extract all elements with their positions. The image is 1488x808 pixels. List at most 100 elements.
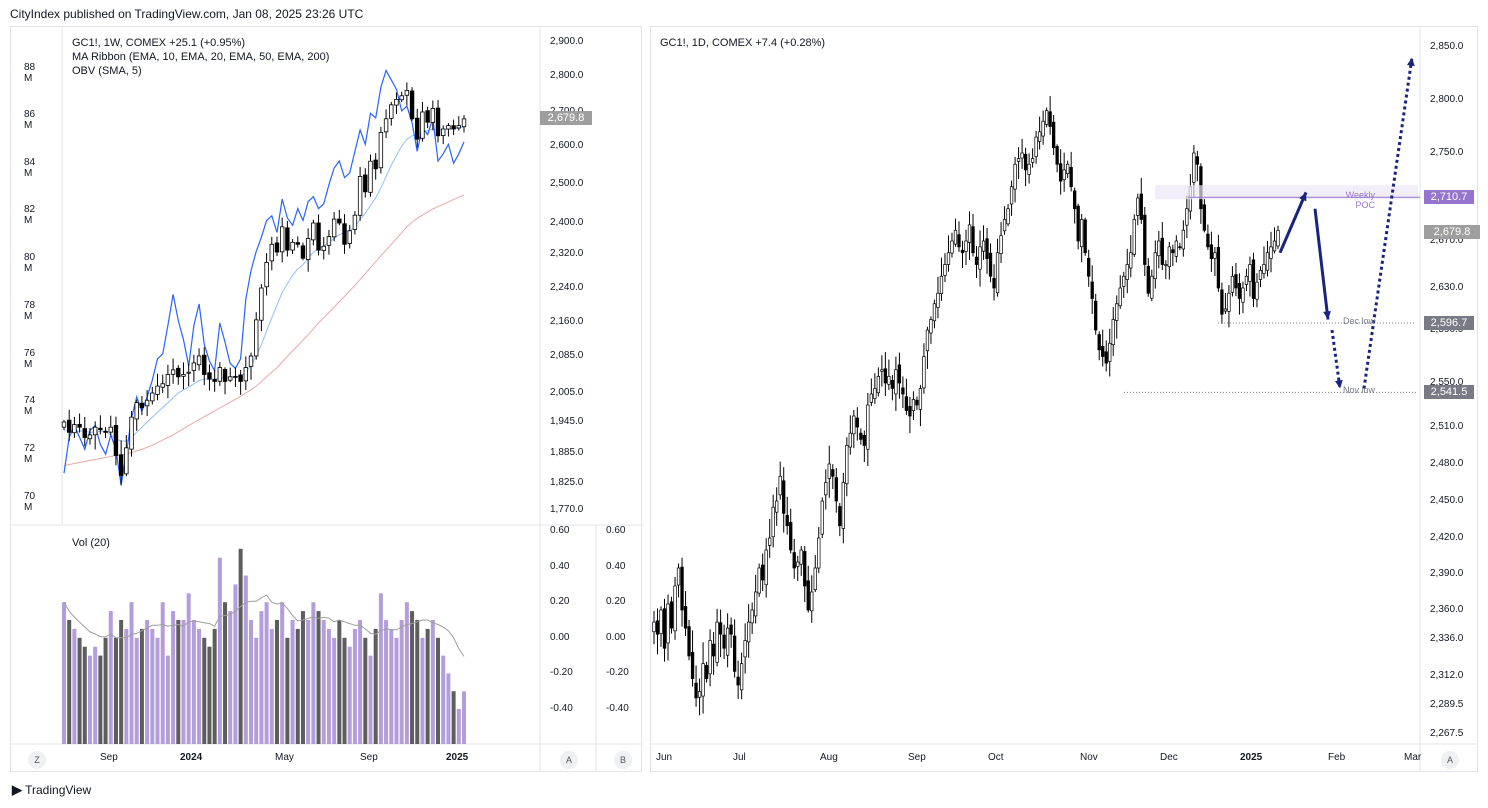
volume-bar xyxy=(274,620,279,744)
auto-scale-button-a[interactable]: A xyxy=(560,751,578,769)
obv-tick-label: 82 M xyxy=(24,204,36,226)
daily-candle xyxy=(1178,246,1182,249)
weekly-candle xyxy=(202,354,207,375)
daily-candle xyxy=(1030,158,1035,163)
volume-bar xyxy=(98,655,103,744)
daily-last-price-label: 2,679.8 xyxy=(1424,225,1480,239)
daily-price-tick-label: 2,267.5 xyxy=(1430,728,1464,739)
daily-candle xyxy=(757,567,761,594)
daily-candle xyxy=(1272,240,1277,252)
volume-bar xyxy=(186,593,191,744)
volume-tick-label: -0.20 xyxy=(550,667,573,678)
daily-candle xyxy=(1083,219,1087,254)
volume-bar xyxy=(129,602,134,744)
dec-low-level-value: 2,596.7 xyxy=(1424,315,1474,330)
daily-candle xyxy=(796,561,800,567)
daily-auto-scale-button[interactable]: A xyxy=(1441,751,1459,769)
daily-candle xyxy=(715,621,719,663)
daily-candle xyxy=(1090,281,1094,299)
weekly-candle xyxy=(430,108,436,123)
weekly-candle xyxy=(129,416,134,450)
volume-bar xyxy=(300,611,305,744)
volume-bar xyxy=(352,628,357,744)
daily-candle xyxy=(1087,257,1091,277)
daily-candle xyxy=(1255,281,1259,300)
weekly-candle xyxy=(228,376,233,381)
weekly-candle xyxy=(321,245,326,251)
daily-candle xyxy=(1146,265,1150,294)
weekly-candle xyxy=(461,118,467,128)
weekly-candle xyxy=(389,104,394,119)
volume-bar xyxy=(228,611,233,744)
daily-candle xyxy=(1041,120,1045,137)
daily-candle xyxy=(960,249,965,254)
daily-candle xyxy=(866,404,870,450)
poc-zone xyxy=(1155,185,1418,200)
auto-scale-button-b[interactable]: B xyxy=(614,751,632,769)
volume-bar xyxy=(451,691,456,744)
volume-bar xyxy=(389,628,394,744)
daily-candle xyxy=(718,622,723,635)
poc-level-text: Weekly POC xyxy=(1345,190,1375,211)
volume-bar xyxy=(233,584,238,744)
volume-tick-label: -0.40 xyxy=(606,703,629,714)
weekly-candle xyxy=(404,90,410,96)
daily-candle xyxy=(831,469,835,477)
daily-candle xyxy=(988,252,993,277)
daily-candle xyxy=(782,480,786,514)
daily-candle xyxy=(1059,163,1063,182)
daily-chart-panel[interactable] xyxy=(650,26,1478,772)
volume-bar xyxy=(197,628,202,744)
weekly-candle xyxy=(415,117,420,140)
weekly-candle xyxy=(264,262,269,288)
daily-candle xyxy=(1244,275,1249,285)
volume-bar xyxy=(456,709,461,744)
daily-candle xyxy=(869,393,873,403)
daily-candle xyxy=(1037,131,1042,142)
weekly-candle xyxy=(212,378,217,382)
daily-candle xyxy=(789,522,793,551)
zoom-button[interactable]: Z xyxy=(28,751,46,769)
volume-bar xyxy=(269,628,274,744)
daily-candle xyxy=(739,663,744,691)
volume-tick-label: 0.20 xyxy=(606,596,626,607)
weekly-candle xyxy=(150,392,155,402)
volume-bar xyxy=(155,637,160,744)
daily-candle xyxy=(1111,319,1115,346)
weekly-price-tick-label: 2,900.0 xyxy=(550,36,584,47)
volume-bar xyxy=(316,611,321,744)
volume-tick-label: 0.60 xyxy=(550,525,570,536)
daily-candle xyxy=(1157,240,1161,257)
daily-candle xyxy=(827,463,831,479)
daily-price-tick-label: 2,630.0 xyxy=(1430,282,1464,293)
daily-candle xyxy=(732,635,737,672)
daily-chart-svg[interactable] xyxy=(650,26,1478,772)
volume-bar xyxy=(358,620,363,744)
volume-bar xyxy=(420,637,425,744)
weekly-chart-svg[interactable] xyxy=(10,26,642,772)
volume-bar xyxy=(368,655,373,744)
daily-candle xyxy=(894,369,898,395)
weekly-time-tick-label: Sep xyxy=(100,752,118,763)
weekly-price-tick-label: 2,240.0 xyxy=(550,282,584,293)
weekly-price-tick-label: 1,770.0 xyxy=(550,504,584,515)
daily-candle xyxy=(817,537,821,569)
volume-tick-label: -0.20 xyxy=(606,667,629,678)
daily-candle xyxy=(974,256,979,265)
weekly-candle xyxy=(269,243,274,262)
daily-candle xyxy=(901,387,905,395)
volume-bar xyxy=(217,557,222,744)
volume-bar xyxy=(145,620,150,744)
daily-candle xyxy=(1164,264,1168,266)
daily-candle xyxy=(946,252,951,265)
volume-bar xyxy=(378,593,383,744)
daily-candle xyxy=(1143,214,1147,265)
daily-candle xyxy=(704,665,709,679)
volume-bar xyxy=(384,620,389,744)
daily-candle xyxy=(708,640,712,675)
daily-time-tick-label: Nov xyxy=(1080,752,1098,763)
daily-candle xyxy=(1069,167,1073,188)
weekly-candle xyxy=(191,362,197,371)
daily-candle xyxy=(1009,186,1014,205)
daily-candle xyxy=(1020,152,1024,159)
